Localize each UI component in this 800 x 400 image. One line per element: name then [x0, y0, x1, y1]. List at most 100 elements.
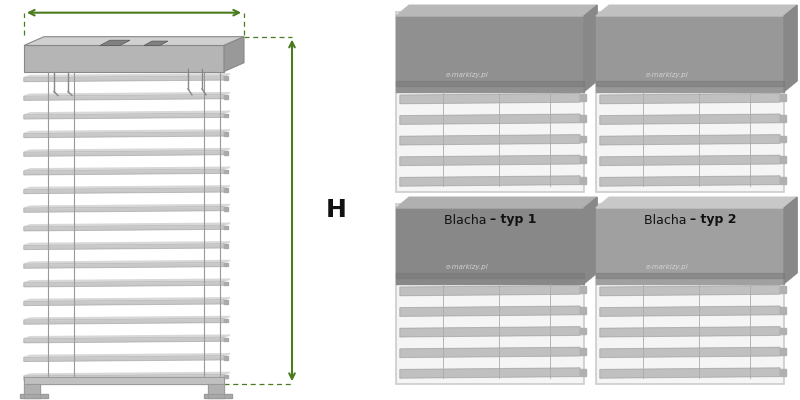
Polygon shape — [600, 155, 780, 166]
Polygon shape — [580, 328, 586, 334]
Polygon shape — [600, 327, 780, 337]
Polygon shape — [596, 208, 784, 284]
Polygon shape — [580, 115, 586, 122]
Polygon shape — [24, 225, 224, 231]
Polygon shape — [784, 5, 797, 92]
Text: Blacha: Blacha — [643, 214, 690, 226]
Polygon shape — [224, 151, 228, 154]
Polygon shape — [780, 115, 786, 122]
Polygon shape — [208, 384, 224, 398]
Polygon shape — [596, 273, 784, 278]
Polygon shape — [596, 81, 784, 86]
Polygon shape — [24, 46, 224, 72]
Polygon shape — [24, 37, 244, 46]
Polygon shape — [600, 347, 780, 358]
Polygon shape — [24, 94, 224, 100]
Text: e-markizy.pl: e-markizy.pl — [446, 72, 489, 78]
Polygon shape — [24, 300, 224, 305]
Polygon shape — [224, 37, 244, 72]
Polygon shape — [780, 307, 786, 314]
Polygon shape — [400, 306, 580, 316]
Polygon shape — [224, 76, 228, 80]
Polygon shape — [596, 197, 797, 208]
Polygon shape — [396, 5, 597, 16]
Text: – typ 2: – typ 2 — [690, 214, 737, 226]
Polygon shape — [224, 188, 228, 192]
Polygon shape — [24, 206, 224, 212]
FancyBboxPatch shape — [596, 204, 784, 384]
Polygon shape — [400, 286, 580, 296]
Polygon shape — [400, 176, 580, 186]
Polygon shape — [24, 148, 230, 152]
Polygon shape — [24, 169, 224, 175]
Polygon shape — [600, 135, 780, 145]
Polygon shape — [24, 356, 224, 361]
Polygon shape — [24, 279, 230, 283]
Polygon shape — [100, 40, 130, 46]
Polygon shape — [396, 81, 584, 86]
Polygon shape — [24, 167, 230, 171]
Polygon shape — [580, 369, 586, 376]
Polygon shape — [24, 281, 224, 287]
Polygon shape — [24, 262, 224, 268]
Polygon shape — [24, 316, 230, 320]
Polygon shape — [24, 113, 224, 119]
Polygon shape — [224, 356, 228, 360]
Polygon shape — [24, 76, 224, 82]
Polygon shape — [224, 263, 228, 266]
Polygon shape — [24, 130, 230, 134]
Polygon shape — [400, 368, 580, 378]
Polygon shape — [24, 384, 40, 398]
Polygon shape — [24, 260, 230, 264]
Polygon shape — [400, 135, 580, 145]
Polygon shape — [224, 319, 228, 322]
Polygon shape — [24, 204, 230, 208]
Polygon shape — [24, 374, 224, 380]
Polygon shape — [24, 377, 224, 384]
Polygon shape — [600, 286, 780, 296]
Polygon shape — [584, 5, 597, 92]
Polygon shape — [24, 92, 230, 96]
Polygon shape — [224, 95, 228, 98]
Text: S: S — [125, 0, 143, 1]
Text: e-markizy.pl: e-markizy.pl — [646, 72, 689, 78]
Polygon shape — [580, 307, 586, 314]
Polygon shape — [24, 223, 230, 227]
Polygon shape — [580, 177, 586, 184]
Polygon shape — [224, 114, 228, 117]
Polygon shape — [600, 114, 780, 124]
Polygon shape — [224, 132, 228, 136]
Polygon shape — [396, 273, 584, 278]
Polygon shape — [24, 74, 230, 78]
Polygon shape — [24, 318, 224, 324]
Polygon shape — [224, 375, 228, 378]
Polygon shape — [780, 156, 786, 163]
Polygon shape — [780, 328, 786, 334]
Polygon shape — [784, 197, 797, 284]
Polygon shape — [780, 348, 786, 355]
Polygon shape — [400, 114, 580, 124]
Polygon shape — [24, 188, 224, 194]
Polygon shape — [20, 394, 48, 398]
Polygon shape — [24, 242, 230, 246]
Polygon shape — [224, 282, 228, 285]
Polygon shape — [224, 338, 228, 341]
Polygon shape — [780, 286, 786, 293]
Polygon shape — [584, 197, 597, 284]
Polygon shape — [24, 244, 224, 250]
Polygon shape — [596, 16, 784, 92]
Polygon shape — [780, 369, 786, 376]
Polygon shape — [600, 368, 780, 378]
Polygon shape — [400, 94, 580, 104]
Polygon shape — [224, 207, 228, 210]
FancyBboxPatch shape — [396, 12, 584, 192]
Polygon shape — [224, 244, 228, 248]
Text: e-markizy.pl: e-markizy.pl — [446, 264, 489, 270]
Polygon shape — [400, 347, 580, 358]
Polygon shape — [224, 170, 228, 173]
Polygon shape — [24, 337, 224, 343]
Polygon shape — [24, 132, 224, 138]
Polygon shape — [204, 394, 232, 398]
FancyBboxPatch shape — [596, 12, 784, 192]
Polygon shape — [580, 136, 586, 142]
